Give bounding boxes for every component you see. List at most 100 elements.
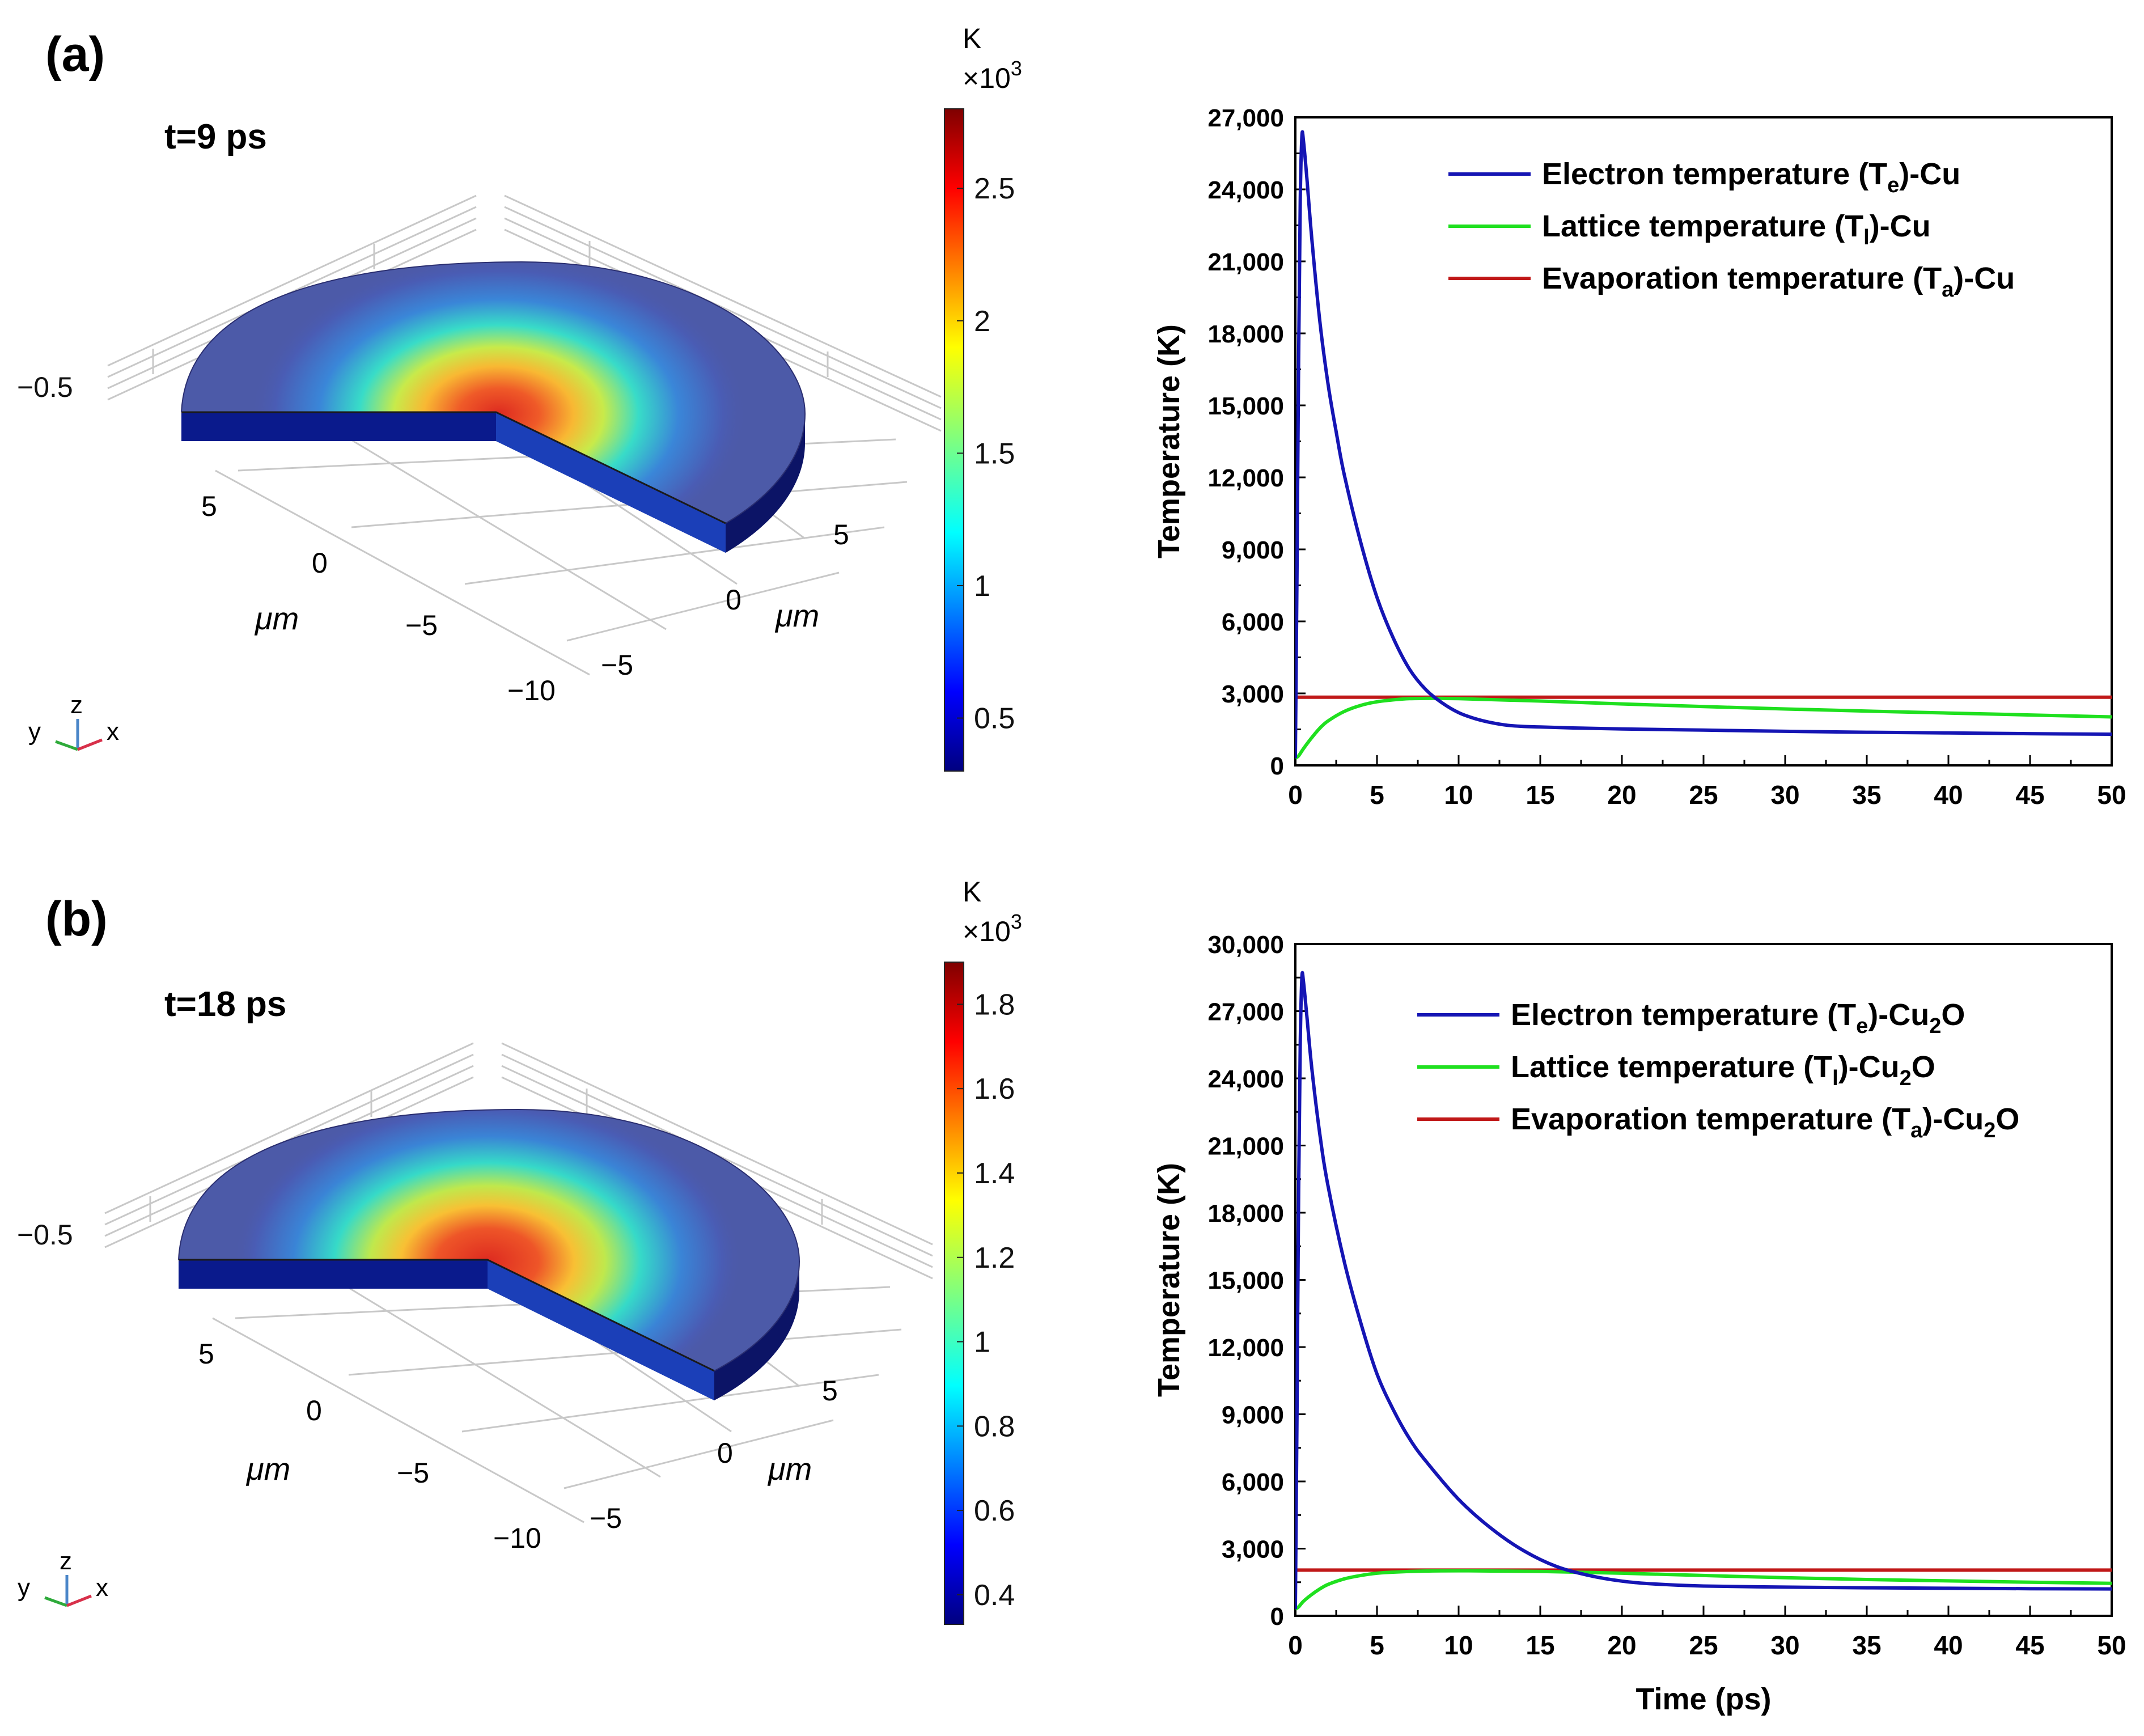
x-tick-label: 45 bbox=[2015, 780, 2044, 810]
y-tick-label: 0 bbox=[1270, 1603, 1284, 1631]
legend-subscript: l bbox=[1832, 1066, 1838, 1090]
triad-x-label-b: x bbox=[96, 1574, 108, 1602]
line-chart-cu2o: 0 5 10 15 20 25 30 35 40 45 50 0 3,000 6,000 9,000 12,0… bbox=[1152, 931, 2126, 1716]
legend-text: O bbox=[1941, 998, 1965, 1032]
axis-triad-b: z y x bbox=[18, 1547, 108, 1607]
colorbar-tick-label: 0.5 bbox=[974, 702, 1015, 735]
legend-text: )-Cu bbox=[1868, 998, 1929, 1032]
x-unit-a: μm bbox=[774, 598, 819, 633]
y-tick-label: 6,000 bbox=[1222, 608, 1284, 636]
colorbar-tick-label: 1 bbox=[974, 1326, 990, 1359]
legend-subscript: a bbox=[1910, 1119, 1923, 1142]
panel-label-a: (a) bbox=[45, 27, 105, 82]
colorbar-a: K ×103 0.5 1 1.5 2 2.5 bbox=[944, 23, 1022, 772]
y-tick-label: 27,000 bbox=[1207, 104, 1284, 132]
legend-text: )-Cu bbox=[1899, 157, 1960, 191]
y-tick-label: 21,000 bbox=[1207, 248, 1284, 276]
legend-subscript: 2 bbox=[1929, 1014, 1941, 1038]
y-tick-label: 18,000 bbox=[1207, 320, 1284, 348]
legend-text: Electron temperature (T bbox=[1511, 998, 1856, 1032]
x-unit-b: μm bbox=[767, 1451, 812, 1487]
y-tick-label: 9,000 bbox=[1222, 536, 1284, 564]
y-tick-a-3: −10 bbox=[507, 675, 556, 706]
colorbar-tick-label: 0.4 bbox=[974, 1579, 1015, 1612]
x-tick-a-2: −5 bbox=[601, 649, 633, 681]
y-tick-label: 30,000 bbox=[1207, 931, 1284, 959]
legend-text: Lattice temperature (T bbox=[1511, 1050, 1832, 1084]
triad-y-label-a: y bbox=[28, 718, 41, 746]
y-tick-label: 15,000 bbox=[1207, 392, 1284, 420]
colorbar-scale-a: ×10 bbox=[963, 62, 1011, 94]
plot-frame bbox=[1294, 943, 2113, 1617]
lattice-temperature-line bbox=[1295, 696, 2112, 760]
legend-entry: Lattice temperature (Tl)-Cu bbox=[1542, 209, 1931, 249]
x-tick-label: 45 bbox=[2015, 1631, 2044, 1660]
legend-subscript: e bbox=[1856, 1014, 1868, 1038]
colorbar-gradient-b bbox=[944, 962, 964, 1625]
colorbar-unit-b: K bbox=[963, 876, 981, 908]
colorbar-tick-label: 1 bbox=[974, 570, 990, 603]
x-tick-b-2: −5 bbox=[590, 1502, 622, 1534]
y-tick-b-3: −10 bbox=[493, 1522, 541, 1554]
x-tick-label: 30 bbox=[1770, 1631, 1799, 1660]
y-tick-label: 3,000 bbox=[1222, 1536, 1284, 1564]
electron-temperature-line bbox=[1295, 971, 2112, 1610]
y-tick-label: 21,000 bbox=[1207, 1133, 1284, 1161]
x-tick-a-1: 0 bbox=[726, 584, 741, 616]
x-tick-label: 40 bbox=[1934, 780, 1963, 810]
y-tick-label: 24,000 bbox=[1207, 176, 1284, 204]
time-label-a: t=9 ps bbox=[164, 117, 267, 156]
legend-text: )-Cu bbox=[1922, 1102, 1984, 1136]
legend-text: )-Cu bbox=[1954, 261, 2015, 295]
svg-text:×103: ×103 bbox=[963, 57, 1022, 94]
x-tick-label: 35 bbox=[1852, 1631, 1881, 1660]
panel-b-3d: (b) t=18 ps bbox=[17, 876, 1022, 1625]
y-tick-b-0: 5 bbox=[198, 1338, 214, 1370]
legend-subscript: l bbox=[1863, 226, 1870, 249]
legend-text: Evaporation temperature (T bbox=[1511, 1102, 1910, 1136]
x-axis-label: Time (ps) bbox=[1635, 1682, 1771, 1716]
svg-text:×103: ×103 bbox=[963, 910, 1022, 947]
x-tick-label: 25 bbox=[1689, 780, 1718, 810]
legend-subscript: 2 bbox=[1984, 1119, 1995, 1142]
colorbar-exp-b: 3 bbox=[1011, 910, 1022, 933]
y-tick-a-2: −5 bbox=[405, 609, 438, 641]
colorbar-tick-label: 0.6 bbox=[974, 1494, 1015, 1527]
legend-text: )-Cu bbox=[1870, 209, 1931, 243]
colorbar-tick-label: 1.6 bbox=[974, 1073, 1015, 1106]
y-tick-a-0: 5 bbox=[201, 490, 217, 522]
y-tick-b-2: −5 bbox=[397, 1457, 429, 1489]
y-tick-label: 18,000 bbox=[1207, 1200, 1284, 1227]
legend-entry: Lattice temperature (Tl)-Cu2O bbox=[1511, 1050, 1935, 1090]
triad-y-label-b: y bbox=[18, 1574, 30, 1602]
triad-z-label-b: z bbox=[60, 1547, 72, 1575]
y-axis-label: Temperature (K) bbox=[1152, 324, 1186, 558]
x-tick-a-0: 5 bbox=[833, 519, 849, 551]
legend-entry: Evaporation temperature (Ta)-Cu2O bbox=[1511, 1102, 2019, 1142]
triad-z-label-a: z bbox=[70, 691, 83, 719]
x-tick-label: 20 bbox=[1607, 780, 1636, 810]
line-chart-cu: 0 5 10 15 20 25 30 35 40 45 50 0 3,000 6,000 9,000 12,0… bbox=[1152, 104, 2126, 810]
legend-text: Lattice temperature (T bbox=[1542, 209, 1863, 243]
legend-entry: Electron temperature (Te)-Cu2O bbox=[1511, 998, 1965, 1038]
legend-text: O bbox=[1995, 1102, 2019, 1136]
y-tick-label: 0 bbox=[1270, 752, 1284, 780]
axis-triad-a: z y x bbox=[28, 691, 119, 751]
x-tick-label: 15 bbox=[1526, 1631, 1554, 1660]
legend-subscript: 2 bbox=[1900, 1066, 1912, 1090]
disk-b bbox=[178, 1108, 800, 1400]
x-tick-label: 20 bbox=[1607, 1631, 1636, 1660]
y-tick-label: 24,000 bbox=[1207, 1065, 1284, 1093]
legend-subscript: a bbox=[1942, 278, 1954, 302]
legend-text: Electron temperature (T bbox=[1542, 157, 1887, 191]
z-tick-b: −0.5 bbox=[17, 1219, 73, 1251]
legend-text: )-Cu bbox=[1838, 1050, 1900, 1084]
y-tick-label: 12,000 bbox=[1207, 1334, 1284, 1362]
x-tick-label: 5 bbox=[1370, 780, 1384, 810]
x-tick-label: 5 bbox=[1370, 1631, 1384, 1660]
triad-x-label-a: x bbox=[107, 718, 119, 746]
x-tick-label: 35 bbox=[1852, 780, 1881, 810]
y-tick-b-1: 0 bbox=[306, 1395, 322, 1426]
legend-entry: Evaporation temperature (Ta)-Cu bbox=[1542, 261, 2015, 302]
